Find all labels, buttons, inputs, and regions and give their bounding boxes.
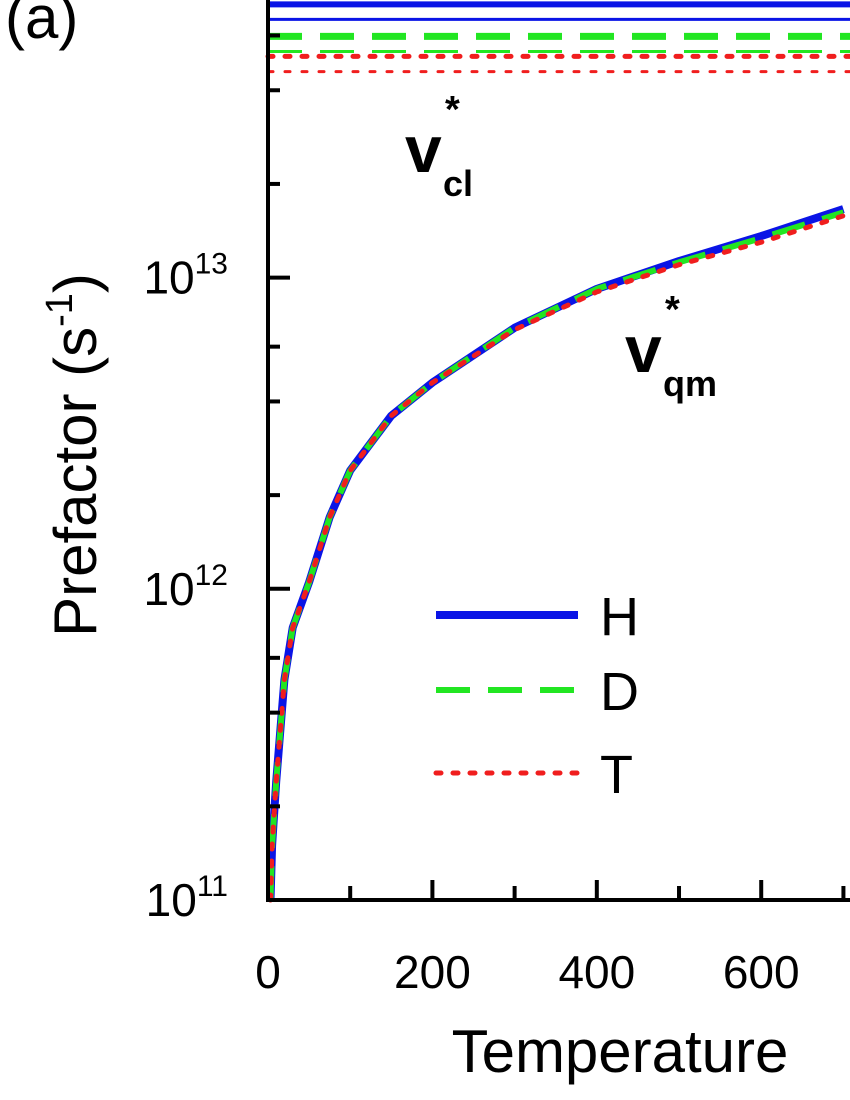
- y-axis-label: Prefactor (s-1): [39, 273, 109, 637]
- legend-label: H: [600, 587, 639, 647]
- y-label-end: ): [42, 273, 109, 293]
- y-tick-label: 1012: [143, 559, 228, 615]
- annotation-sub: cl: [443, 163, 473, 204]
- annotation-symbol: v: [625, 312, 662, 386]
- y-tick-label: 1011: [146, 870, 228, 926]
- curve: [268, 213, 846, 903]
- annotation-sup: *: [445, 89, 460, 131]
- x-tick-label: 200: [394, 946, 471, 998]
- x-tick-label: 0: [255, 946, 281, 998]
- x-axis-label: Temperature: [452, 1018, 789, 1085]
- y-label-sup: -1: [39, 293, 81, 327]
- x-tick-label: 400: [558, 946, 635, 998]
- legend-label: T: [600, 745, 633, 805]
- legend-label: D: [600, 662, 639, 722]
- panel-label: (a): [5, 0, 78, 51]
- y-tick-exponent: 12: [195, 559, 228, 592]
- annotation-sup: *: [665, 289, 680, 331]
- y-tick-label: 1013: [143, 248, 228, 304]
- curve: [267, 209, 845, 901]
- y-tick-base: 10: [146, 874, 197, 926]
- y-label-text: Prefactor (s: [42, 327, 109, 637]
- curve: [266, 205, 845, 901]
- y-tick-base: 10: [143, 563, 194, 615]
- annotation-sub: qm: [663, 363, 717, 404]
- annotation-symbol: v: [405, 112, 442, 186]
- y-tick-exponent: 13: [195, 248, 228, 281]
- x-tick-label: 600: [723, 946, 800, 998]
- y-tick-base: 10: [143, 252, 194, 304]
- y-tick-exponent: 11: [197, 870, 228, 903]
